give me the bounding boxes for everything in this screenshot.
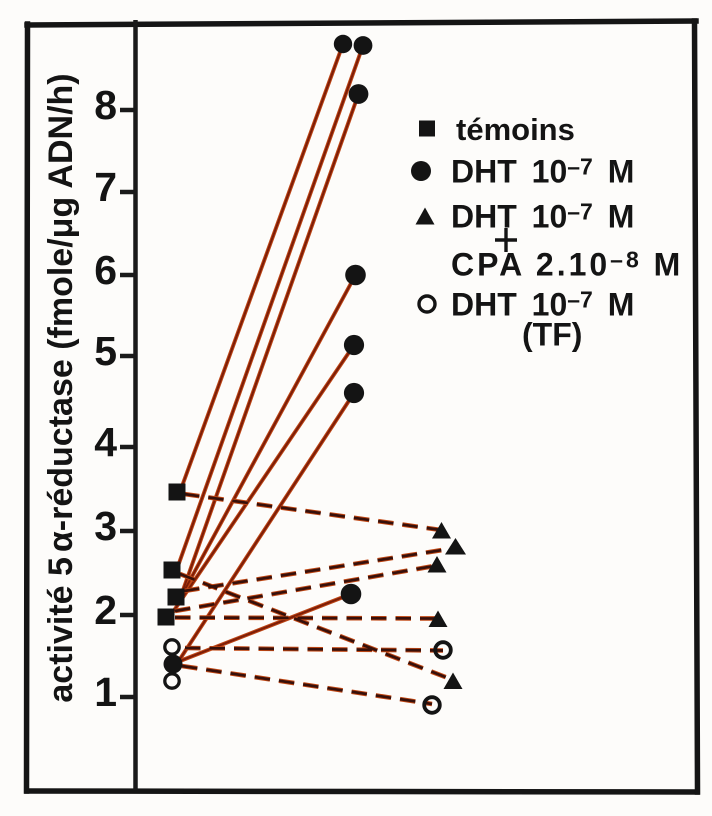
svg-text:DHT 10–7 M: DHT 10–7 M bbox=[451, 154, 634, 190]
svg-text:6: 6 bbox=[94, 247, 117, 293]
svg-text:DHT 10–7 M: DHT 10–7 M bbox=[451, 287, 634, 323]
svg-text:8: 8 bbox=[94, 82, 117, 128]
svg-text:CPA 2.10–8 M: CPA 2.10–8 M bbox=[451, 247, 683, 283]
svg-text:activité 5α-réductase (fmole/μ: activité 5α-réductase (fmole/μg ADN/h) bbox=[42, 73, 80, 702]
svg-text:témoins: témoins bbox=[456, 112, 575, 147]
svg-text:5: 5 bbox=[94, 328, 117, 374]
svg-text:7: 7 bbox=[94, 164, 117, 210]
svg-text:3: 3 bbox=[94, 503, 117, 549]
svg-text:(TF): (TF) bbox=[522, 317, 582, 353]
svg-text:4: 4 bbox=[94, 419, 117, 465]
svg-text:DHT 10–7 M: DHT 10–7 M bbox=[451, 199, 634, 235]
svg-text:1: 1 bbox=[94, 669, 117, 715]
svg-text:2: 2 bbox=[94, 587, 117, 633]
